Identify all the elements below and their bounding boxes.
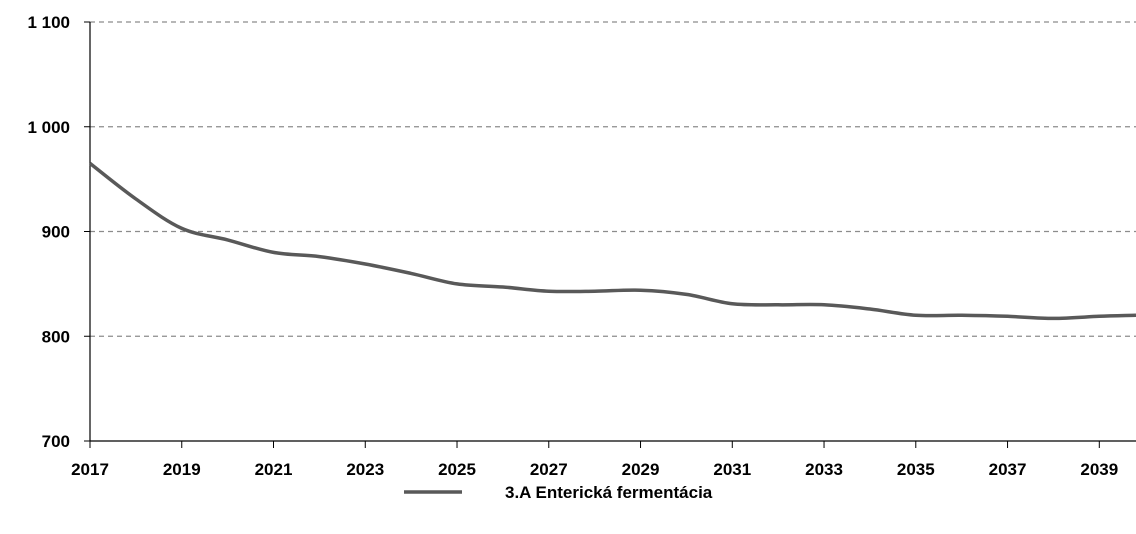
- series-group: [88, 162, 1136, 321]
- x-tick-label: 2027: [530, 460, 568, 479]
- x-tick-label: 2025: [438, 460, 476, 479]
- y-tick-label: 700: [42, 432, 70, 451]
- x-tick-label: 2031: [713, 460, 751, 479]
- x-tick-label: 2021: [255, 460, 293, 479]
- legend: 3.A Enterická fermentácia: [404, 483, 713, 502]
- x-tick-label: 2029: [622, 460, 660, 479]
- y-axis-ticks: 700 800 900 1 000 1 100: [27, 13, 90, 451]
- x-tick-label: 2039: [1080, 460, 1118, 479]
- x-tick-label: 2035: [897, 460, 935, 479]
- x-tick-label: 2019: [163, 460, 201, 479]
- y-tick-label: 800: [42, 327, 70, 346]
- x-tick-label: 2037: [989, 460, 1027, 479]
- x-tick-label: 2023: [346, 460, 384, 479]
- gridlines: [90, 21, 1136, 337]
- legend-label: 3.A Enterická fermentácia: [505, 483, 713, 502]
- series-line: [88, 162, 1136, 321]
- x-tick-label: 2017: [71, 460, 109, 479]
- x-tick-label: 2033: [805, 460, 843, 479]
- x-axis-ticks: 2017 2019 2021 2023 2025 2027 2029 2031 2033 2035…: [71, 441, 1118, 479]
- y-tick-label: 1 000: [27, 118, 70, 137]
- y-tick-label: 1 100: [27, 13, 70, 32]
- y-tick-label: 900: [42, 223, 70, 242]
